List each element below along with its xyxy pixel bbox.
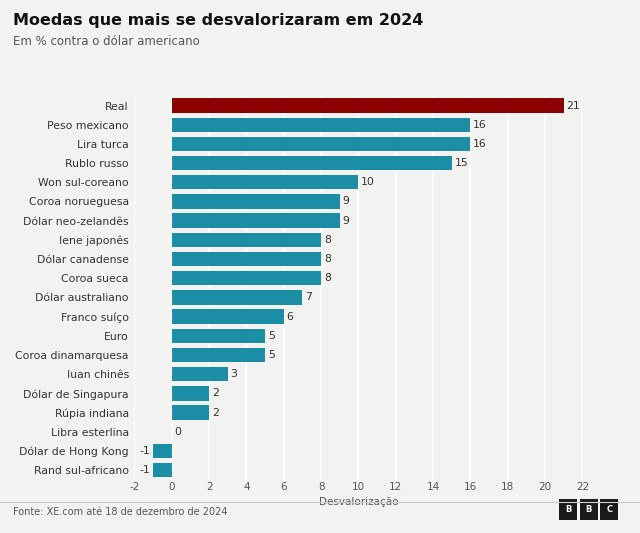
Bar: [172, 405, 209, 420]
Text: Moedas que mais se desvalorizaram em 2024: Moedas que mais se desvalorizaram em 202…: [13, 13, 423, 28]
Text: 2: 2: [212, 408, 219, 417]
Bar: [172, 232, 321, 247]
Bar: [172, 328, 265, 343]
Bar: [172, 348, 265, 362]
Bar: [172, 98, 564, 113]
Text: 3: 3: [230, 369, 237, 379]
Text: B: B: [565, 505, 572, 514]
X-axis label: Desvalorização: Desvalorização: [319, 497, 398, 507]
Text: 8: 8: [324, 273, 331, 283]
Text: 6: 6: [287, 312, 293, 321]
Text: 8: 8: [324, 235, 331, 245]
Text: -1: -1: [140, 446, 150, 456]
Text: 9: 9: [342, 216, 349, 225]
Bar: [172, 195, 340, 209]
Text: 2: 2: [212, 389, 219, 398]
Bar: [172, 309, 284, 324]
Text: 16: 16: [473, 139, 487, 149]
Bar: [153, 463, 172, 478]
Text: 16: 16: [473, 120, 487, 130]
Bar: [172, 290, 302, 305]
Bar: [172, 156, 452, 171]
Text: 0: 0: [175, 427, 182, 437]
Text: 5: 5: [268, 350, 275, 360]
Bar: [172, 175, 358, 190]
Text: 21: 21: [566, 101, 580, 110]
Text: B: B: [586, 505, 592, 514]
Bar: [172, 252, 321, 266]
Bar: [153, 443, 172, 458]
Bar: [172, 213, 340, 228]
Text: 5: 5: [268, 331, 275, 341]
Text: 10: 10: [361, 177, 375, 187]
Bar: [172, 118, 470, 132]
Text: 9: 9: [342, 197, 349, 206]
Text: 8: 8: [324, 254, 331, 264]
Text: Fonte: XE.com até 18 de dezembro de 2024: Fonte: XE.com até 18 de dezembro de 2024: [13, 507, 227, 518]
Text: 7: 7: [305, 293, 312, 302]
Text: Em % contra o dólar americano: Em % contra o dólar americano: [13, 35, 200, 47]
Bar: [172, 386, 209, 401]
Bar: [172, 271, 321, 286]
Bar: [172, 367, 228, 382]
Text: 15: 15: [454, 158, 468, 168]
Bar: [172, 136, 470, 151]
Text: -1: -1: [140, 465, 150, 475]
Text: C: C: [606, 505, 612, 514]
